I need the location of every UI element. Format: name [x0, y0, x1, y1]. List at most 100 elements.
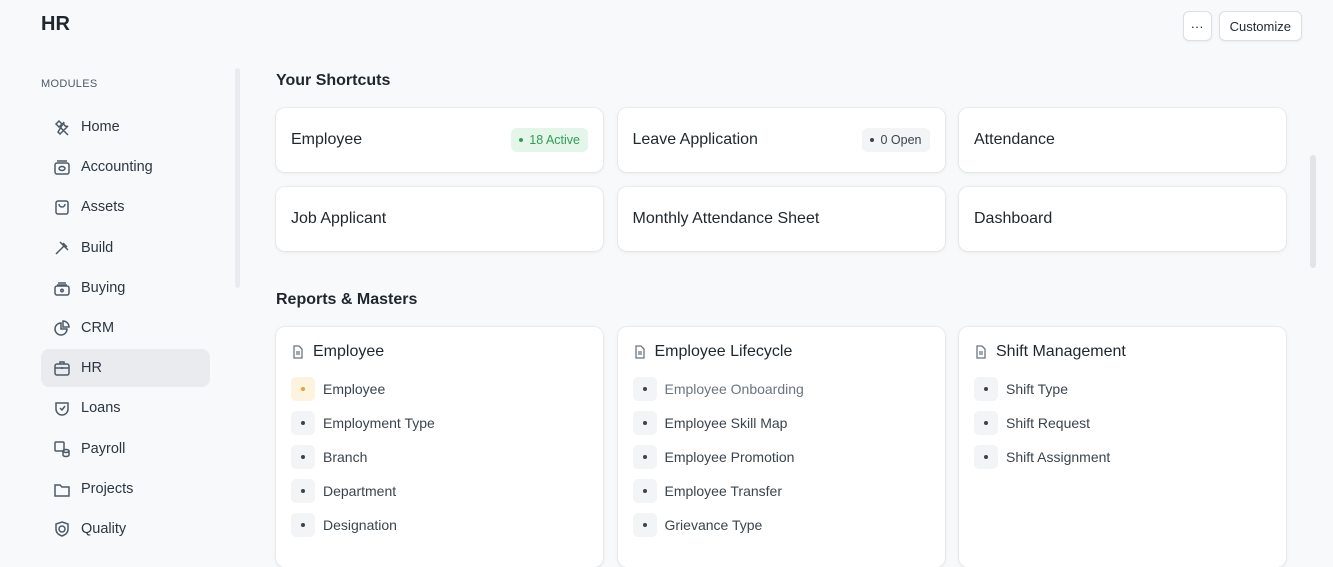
sidebar-item-loans[interactable]: Loans: [41, 389, 210, 427]
document-icon: [634, 345, 645, 359]
document-icon: [293, 345, 303, 359]
badge-text: 18 Active: [529, 133, 580, 147]
bullet-icon: [291, 411, 315, 435]
reports-heading: Reports & Masters: [276, 291, 418, 308]
sidebar: MODULES Home Accounting Assets Build Buying C…: [41, 68, 210, 550]
bullet-icon: [974, 411, 998, 435]
report-link[interactable]: Employee: [291, 377, 588, 401]
sidebar-item-label: Accounting: [81, 159, 153, 176]
main-scrollbar[interactable]: [1310, 155, 1316, 268]
shield-check-icon: [55, 521, 69, 537]
report-link-label: Designation: [323, 517, 397, 533]
sidebar-item-home[interactable]: Home: [41, 108, 210, 146]
shortcut-label: Monthly Attendance Sheet: [632, 210, 820, 227]
shortcut-card[interactable]: Monthly Attendance Sheet: [617, 187, 945, 251]
sidebar-item-label: Payroll: [81, 440, 126, 457]
more-options-button[interactable]: ···: [1182, 11, 1212, 41]
sidebar-item-label: Projects: [81, 480, 134, 497]
bullet-icon: [291, 479, 315, 503]
sidebar-item-crm[interactable]: CRM: [41, 309, 210, 347]
report-card-title: Shift Management: [996, 343, 1126, 360]
report-link-label: Branch: [323, 449, 368, 465]
shortcut-card[interactable]: Dashboard: [959, 187, 1286, 251]
shortcut-label: Employee: [291, 131, 363, 148]
bullet-icon: [632, 479, 657, 503]
tools-icon: [54, 119, 69, 136]
shortcut-card[interactable]: Employee 18 Active: [276, 108, 603, 172]
bullet-icon: [632, 411, 657, 435]
sidebar-item-build[interactable]: Build: [41, 229, 210, 267]
folder-icon: [54, 483, 70, 497]
report-link-label: Shift Type: [1006, 381, 1069, 397]
sidebar-item-payroll[interactable]: Payroll: [41, 430, 210, 468]
report-link[interactable]: Shift Assignment: [974, 445, 1271, 469]
customize-button[interactable]: Customize: [1218, 11, 1302, 41]
report-link[interactable]: Employee Onboarding: [632, 377, 930, 401]
bullet-icon: [291, 445, 315, 469]
report-link[interactable]: Designation: [291, 513, 588, 537]
report-link[interactable]: Shift Type: [974, 377, 1271, 401]
bullet-icon: [632, 377, 657, 401]
report-link[interactable]: Department: [291, 479, 588, 503]
report-card: Employee Lifecycle Employee Onboarding Emp…: [617, 327, 945, 567]
report-link[interactable]: Grievance Type: [632, 513, 930, 537]
sidebar-item-projects[interactable]: Projects: [41, 470, 210, 508]
sidebar-item-quality[interactable]: Quality: [41, 510, 210, 548]
shortcuts-grid: Employee 18 Active Leave Application 0 Open…: [276, 108, 1286, 266]
shortcuts-heading: Your Shortcuts: [276, 72, 391, 89]
sidebar-section-label: MODULES: [41, 78, 98, 90]
report-link[interactable]: Branch: [291, 445, 588, 469]
report-link-label: Department: [323, 483, 397, 499]
register-icon: [54, 282, 70, 296]
report-card: Shift Management Shift Type Shift Request S…: [959, 327, 1286, 567]
report-link[interactable]: Shift Request: [974, 411, 1271, 435]
bullet-icon: [974, 445, 998, 469]
status-badge: 0 Open: [862, 128, 930, 152]
hammer-icon: [55, 241, 69, 255]
shortcut-label: Leave Application: [632, 131, 758, 148]
bullet-icon: [632, 513, 657, 537]
sidebar-item-hr[interactable]: HR: [41, 349, 210, 388]
shortcut-label: Dashboard: [974, 210, 1053, 227]
sidebar-scrollbar[interactable]: [235, 68, 240, 288]
sidebar-item-accounting[interactable]: Accounting: [41, 148, 210, 186]
report-link-label: Employee: [323, 381, 386, 397]
money-icon: [54, 160, 70, 175]
page-title: HR: [41, 13, 70, 35]
shortcut-card[interactable]: Leave Application 0 Open: [617, 108, 945, 172]
status-badge: 18 Active: [511, 128, 588, 152]
sidebar-item-label: Quality: [81, 520, 127, 537]
sidebar-item-label: Loans: [81, 400, 121, 417]
report-link-label: Shift Assignment: [1006, 449, 1111, 465]
shortcut-label: Job Applicant: [291, 210, 387, 227]
report-link-label: Grievance Type: [664, 517, 763, 533]
report-link[interactable]: Employee Promotion: [632, 445, 930, 469]
bullet-icon: [291, 513, 315, 537]
sidebar-item-label: Home: [81, 119, 120, 135]
badge-text: 0 Open: [880, 133, 922, 147]
shortcut-card[interactable]: Job Applicant: [276, 187, 603, 251]
report-card: Employee Employee Employment Type Branch Dep…: [276, 327, 603, 567]
sidebar-item-label: Buying: [81, 279, 126, 296]
sidebar-item-label: HR: [81, 360, 102, 377]
bag-icon: [55, 200, 69, 216]
sidebar-item-buying[interactable]: Buying: [41, 269, 210, 307]
shortcut-card[interactable]: Attendance: [959, 108, 1286, 172]
sidebar-item-label: Assets: [81, 199, 125, 216]
report-link[interactable]: Employee Skill Map: [632, 411, 930, 435]
loan-icon: [55, 402, 69, 417]
shortcut-label: Attendance: [974, 131, 1055, 148]
bullet-icon: [632, 445, 657, 469]
report-link-label: Shift Request: [1006, 415, 1091, 431]
briefcase-icon: [54, 361, 70, 376]
report-link-label: Employee Promotion: [664, 449, 795, 465]
report-link[interactable]: Employment Type: [291, 411, 588, 435]
payroll-icon: [54, 440, 70, 457]
report-link-label: Employee Transfer: [664, 483, 783, 499]
sidebar-item-assets[interactable]: Assets: [41, 188, 210, 226]
report-card-title: Employee: [313, 343, 385, 360]
report-card-title: Employee Lifecycle: [654, 343, 793, 360]
sidebar-item-label: CRM: [81, 319, 115, 336]
report-link-label: Employment Type: [323, 415, 435, 431]
report-link[interactable]: Employee Transfer: [632, 479, 930, 503]
